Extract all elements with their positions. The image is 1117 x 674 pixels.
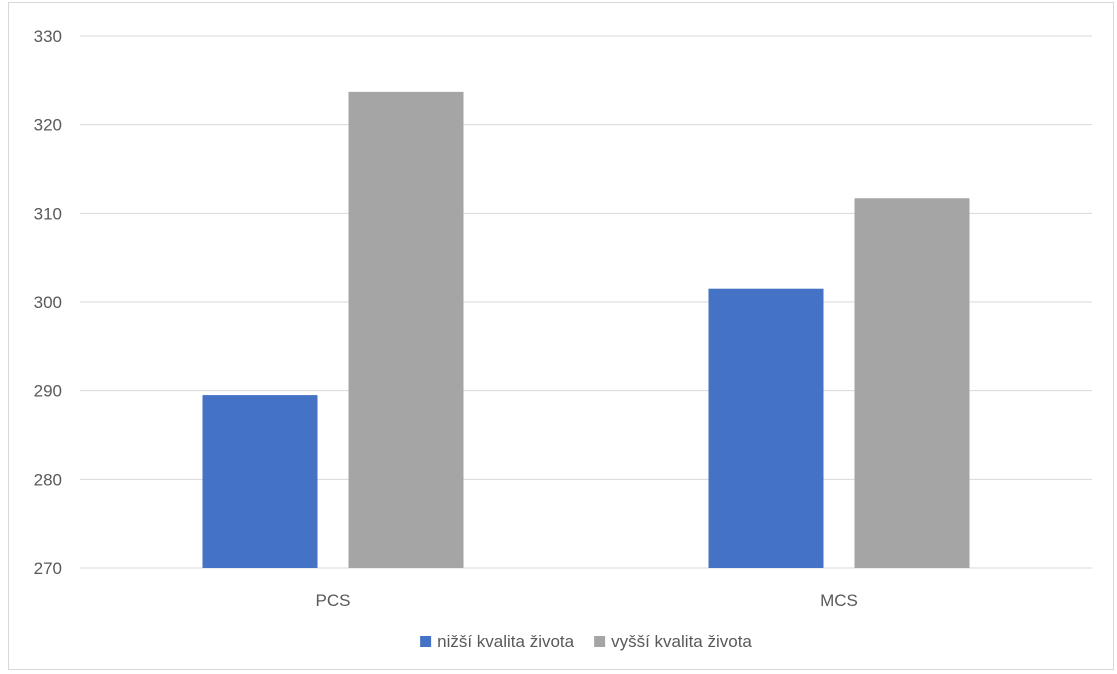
bar-mcs-series-2: [854, 198, 970, 568]
y-tick-label: 290: [34, 382, 62, 401]
x-axis-ticks: PCS MCS: [316, 591, 858, 610]
legend: nižší kvalita života vyšší kvalita života: [420, 632, 752, 651]
legend-item: vyšší kvalita života: [594, 632, 752, 651]
y-axis-ticks: 270 280 290 300 310 320 330: [34, 27, 62, 578]
y-tick-label: 300: [34, 293, 62, 312]
legend-item: nižší kvalita života: [420, 632, 575, 651]
bar-mcs-series-1: [708, 288, 824, 568]
legend-label: nižší kvalita života: [437, 632, 575, 651]
y-tick-label: 320: [34, 116, 62, 135]
bars: [202, 91, 970, 569]
bar-pcs-series-1: [202, 395, 318, 568]
bar-pcs-series-2: [348, 91, 464, 569]
y-tick-label: 280: [34, 470, 62, 489]
x-tick-label: MCS: [820, 591, 858, 610]
y-tick-label: 310: [34, 204, 62, 223]
y-tick-label: 270: [34, 559, 62, 578]
legend-swatch: [420, 636, 432, 647]
legend-swatch: [594, 636, 606, 647]
legend-label: vyšší kvalita života: [611, 632, 752, 651]
x-tick-label: PCS: [316, 591, 351, 610]
y-tick-label: 330: [34, 27, 62, 46]
